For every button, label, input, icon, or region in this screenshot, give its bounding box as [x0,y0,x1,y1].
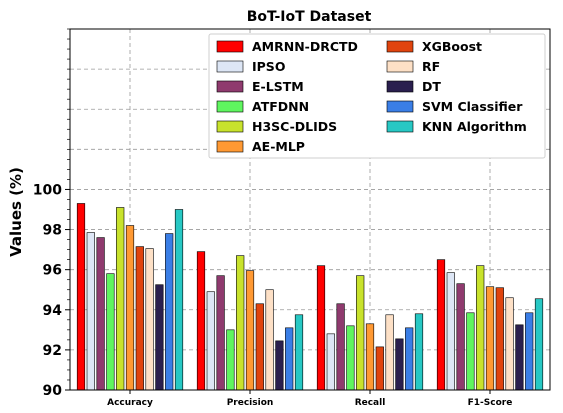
legend-item: KNN Algorithm [386,119,527,134]
bar-group-f1-score [436,259,544,391]
legend-label: IPSO [252,59,285,74]
bar [485,286,495,391]
bar [446,272,455,391]
legend-item: DT [386,79,441,94]
bar [145,248,154,391]
legend-swatch [216,140,244,153]
bar [436,259,446,391]
legend-label: H3SC-DLIDS [252,119,337,134]
legend-swatch [386,60,414,73]
x-tick-label: Accuracy [107,398,153,408]
bar-groups [76,203,544,391]
legend-label: SVM Classifier [422,99,523,114]
legend-item: E-LSTM [216,79,304,94]
bar [534,298,544,391]
bar-group-precision [196,251,304,391]
y-tick-label: 98 [43,223,62,239]
bar [414,313,424,391]
legend-label: KNN Algorithm [422,119,527,134]
bar [196,251,206,391]
chart-title: BoT-IoT Dataset [247,9,372,25]
legend-label: DT [422,79,441,94]
bar [76,203,86,391]
bar [505,297,514,391]
bar [255,303,264,391]
bar [236,255,245,391]
bar [346,325,355,391]
y-tick-label: 94 [43,303,63,319]
bar [375,346,384,391]
bar [116,207,125,391]
legend-item: XGBoost [386,39,482,54]
x-tick-label: Recall [355,398,386,408]
legend-swatch [386,100,414,113]
bar [245,270,255,391]
legend-swatch [386,40,414,53]
legend-box [208,33,546,159]
bar [515,324,524,391]
bar [385,314,394,391]
bar [106,273,115,391]
y-tick-label: 96 [43,263,62,279]
bar [405,327,414,391]
bar [226,329,235,391]
legend-item: IPSO [216,59,285,74]
legend-item: AE-MLP [216,139,305,154]
bar [135,246,144,391]
legend-label: AMRNN-DRCTD [252,39,358,54]
legend: AMRNN-DRCTD IPSO E-LSTM ATFDNN H3SC-DLIDS AE-… [208,33,546,159]
x-tick-label: F1-Score [468,398,513,408]
bar [495,287,504,391]
legend-item: ATFDNN [216,99,309,114]
bar [336,303,345,391]
bar [326,333,335,391]
bar [206,291,215,391]
bar [174,209,184,391]
legend-label: RF [422,59,440,74]
bar [466,312,475,391]
bar [285,327,294,391]
legend-swatch [216,60,244,73]
legend-item: H3SC-DLIDS [216,119,337,134]
bar [86,232,95,391]
legend-swatch [216,120,244,133]
legend-swatch [386,120,414,133]
bar [125,225,135,391]
bar [275,340,284,391]
legend-item: RF [386,59,440,74]
bar [155,284,164,391]
legend-swatch [216,80,244,93]
bar [395,338,404,391]
legend-label: E-LSTM [252,79,304,94]
legend-swatch [216,40,244,53]
bar-group-accuracy [76,203,184,391]
bar [96,237,105,391]
bar [316,265,326,391]
y-tick-label: 92 [43,343,62,359]
bar [525,312,534,391]
legend-item: AMRNN-DRCTD [216,39,358,54]
legend-label: ATFDNN [252,99,309,114]
bar [356,275,365,391]
legend-item: SVM Classifier [386,99,523,114]
y-tick-label: 90 [43,383,63,399]
legend-label: AE-MLP [252,139,305,154]
bar [165,233,174,391]
bar [294,314,304,391]
bar [476,265,485,391]
y-axis-label: Values (%) [7,167,25,257]
legend-label: XGBoost [422,39,482,54]
bar [365,323,375,391]
x-tick-label: Precision [227,398,274,408]
legend-swatch [216,100,244,113]
legend-swatch [386,80,414,93]
axes: 90 92 94 96 98 100 Accuracy Precision Recall F1-S… [33,28,551,408]
bar [216,275,225,391]
y-tick-label: 100 [33,182,62,198]
bar [265,289,274,391]
bar [456,283,465,391]
